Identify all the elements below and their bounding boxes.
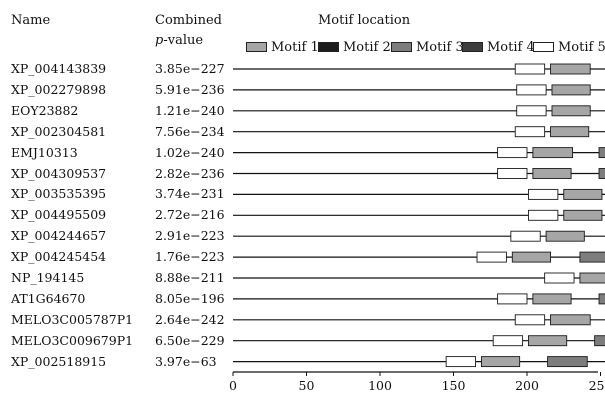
motif-3-box (594, 335, 605, 347)
motif-1-box (528, 335, 568, 347)
motif-5-box (544, 272, 575, 284)
legend-swatch-motif-5 (533, 42, 554, 52)
motif-5-box (528, 209, 559, 221)
combined-pvalue: 5.91e−236 (155, 81, 225, 97)
motif-1-box (563, 209, 603, 221)
sequence-name: EMJ10313 (11, 144, 78, 160)
sequence-name: XP_004244657 (11, 228, 107, 244)
pvalue-header-line2: p-value (155, 33, 203, 48)
motif-1-box (550, 63, 591, 75)
sequence-name: AT1G64670 (11, 290, 86, 306)
combined-pvalue: 2.91e−223 (155, 228, 225, 244)
combined-pvalue: 3.74e−231 (155, 186, 225, 202)
x-axis-tick-label: 150 (442, 378, 466, 393)
combined-pvalue: 8.05e−196 (155, 290, 225, 306)
sequence-name: XP_002279898 (11, 81, 107, 97)
legend-label-motif-2: Motif 2 (343, 39, 391, 55)
motif-5-box (476, 251, 507, 263)
motif-3-box (598, 168, 605, 179)
legend-motif-4: Motif 4 (462, 39, 535, 55)
motif-5-box (445, 356, 476, 368)
combined-pvalue: 2.72e−216 (155, 207, 225, 223)
x-axis-tick-label: 50 (299, 378, 315, 393)
legend-motif-2: Motif 2 (318, 39, 391, 55)
legend-label-motif-3: Motif 3 (416, 39, 464, 55)
motif-1-box (532, 147, 574, 159)
motif-1-box (551, 105, 591, 117)
combined-pvalue: 3.85e−227 (155, 61, 225, 76)
sequence-name: MELO3C005787P1 (11, 311, 134, 327)
sequence-name: XP_004309537 (11, 165, 107, 181)
legend-swatch-motif-2 (318, 42, 339, 52)
combined-pvalue: 7.56e−234 (155, 123, 225, 139)
motif-1-box (551, 84, 591, 96)
motif-5-box (497, 147, 528, 159)
sequence-name: XP_002518915 (11, 353, 107, 369)
motif-5-box (516, 84, 547, 96)
motif-3-box (598, 293, 605, 305)
x-axis-tick-label: 100 (368, 378, 392, 393)
motif-5-box (510, 230, 541, 242)
combined-pvalue: 2.82e−236 (155, 165, 225, 181)
legend-motif-5: Motif 5 (533, 39, 605, 55)
name-column-header: Name (11, 13, 51, 28)
x-axis-tick-label: 250 (589, 378, 605, 393)
legend-label-motif-1: Motif 1 (271, 39, 319, 55)
motif-5-box (492, 335, 524, 347)
motif-1-box (563, 188, 603, 200)
sequence-name: XP_004245454 (11, 249, 107, 265)
motif-5-box (516, 105, 547, 117)
sequence-name: MELO3C009679P1 (11, 332, 134, 348)
combined-pvalue: 1.76e−223 (155, 249, 225, 265)
sequence-name: XP_004495509 (11, 207, 107, 223)
legend-swatch-motif-1 (246, 42, 267, 52)
motif-5-box (514, 314, 546, 326)
sequence-name: XP_002304581 (11, 123, 107, 139)
pvalue-italic-p: p (155, 33, 164, 48)
pvalue-suffix: -value (163, 33, 204, 48)
motif-3-box (579, 251, 605, 263)
combined-pvalue: 1.21e−240 (155, 102, 225, 118)
motif-3-box (598, 147, 605, 159)
motif-5-box (497, 293, 528, 305)
motif-1-box (532, 293, 572, 305)
sequence-name: XP_003535395 (11, 186, 107, 202)
motif-location-header: Motif location (318, 13, 411, 28)
legend-motif-1: Motif 1 (246, 39, 319, 55)
motif-5-box (514, 126, 546, 138)
x-axis-tick-label: 0 (229, 378, 237, 393)
combined-pvalue: 1.02e−240 (155, 144, 225, 160)
motif-5-box (497, 168, 528, 179)
combined-pvalue: 3.97e−63 (155, 353, 217, 369)
combined-pvalue: 6.50e−229 (155, 332, 225, 348)
x-axis-tick-label: 200 (515, 378, 539, 393)
pvalue-header-line1: Combined (155, 13, 222, 28)
motif-1-box (511, 251, 551, 263)
motif-1-box (579, 272, 605, 284)
legend-label-motif-5: Motif 5 (558, 39, 605, 55)
sequence-name: XP_004143839 (11, 61, 107, 76)
motif-5-box (514, 63, 546, 75)
legend-swatch-motif-4 (462, 42, 483, 52)
legend-swatch-motif-3 (391, 42, 412, 52)
sequence-name: NP_194145 (11, 270, 85, 285)
legend-motif-3: Motif 3 (391, 39, 464, 55)
motif-1-box (480, 356, 521, 368)
motif-1-box (550, 314, 591, 326)
motif-5-box (528, 188, 559, 200)
motif-3-box (547, 356, 588, 368)
legend-label-motif-4: Motif 4 (487, 39, 535, 55)
motif-1-box (545, 230, 585, 242)
motif-1-box (550, 126, 590, 138)
combined-pvalue: 2.64e−242 (155, 311, 225, 327)
sequence-name: EOY23882 (11, 102, 79, 118)
combined-pvalue: 8.88e−211 (155, 270, 225, 285)
motif-1-box (532, 168, 572, 179)
